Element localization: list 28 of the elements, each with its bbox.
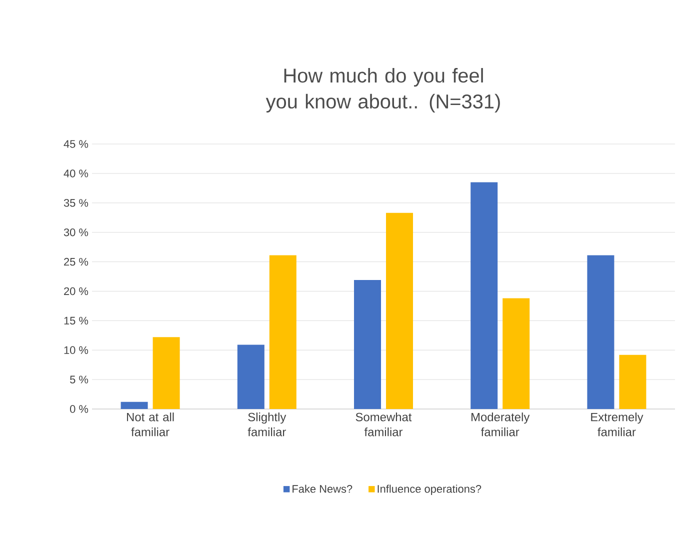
x-tick-label: Somewhat familiar: [356, 412, 412, 436]
x-tick-label: Extremely familiar: [591, 412, 644, 436]
y-tick-label: 35 %: [64, 199, 88, 207]
x-tick-label: Slightly familiar: [248, 412, 286, 436]
legend-label: Fake News?: [292, 484, 352, 493]
legend-label: Influence operations?: [378, 484, 482, 495]
y-tick-label: 10 %: [64, 346, 88, 354]
bar: [386, 212, 414, 409]
x-tick-label: Not at all familiar: [127, 412, 174, 436]
y-tick-label: 0 %: [70, 405, 88, 413]
bar: [237, 344, 264, 409]
y-tick-label: 40 %: [64, 170, 88, 178]
bar: [619, 354, 646, 409]
y-tick-label: 20 %: [64, 287, 88, 296]
y-tick-label: 45 %: [64, 140, 88, 148]
y-tick-label: 30 %: [64, 228, 88, 236]
bar: [120, 402, 148, 409]
y-tick-label: 5 %: [70, 376, 88, 384]
bar: [502, 298, 530, 409]
chart-title: How much do you feel you know about.. (N=331): [266, 68, 500, 113]
x-tick-label: Moderately familiar: [472, 412, 530, 436]
y-tick-label: 25 %: [64, 258, 88, 266]
bar: [587, 255, 614, 409]
bar: [152, 337, 180, 409]
bar: [470, 182, 498, 409]
bar: [354, 280, 382, 409]
bar: [269, 255, 296, 409]
y-tick-label: 15 %: [64, 316, 88, 325]
